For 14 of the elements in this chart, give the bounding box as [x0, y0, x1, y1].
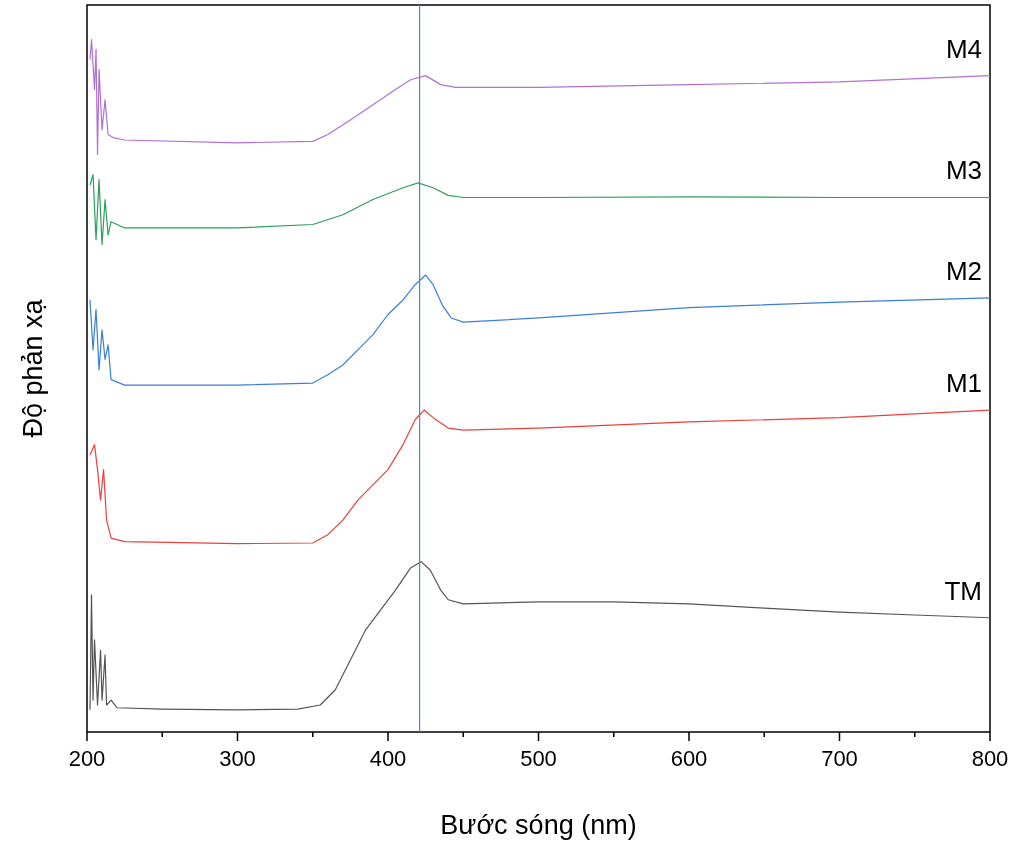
- x-tick-label: 600: [670, 746, 708, 771]
- x-axis-title: Bước sóng (nm): [440, 810, 637, 840]
- series-label: TM: [944, 575, 982, 606]
- series-label: M2: [945, 255, 982, 286]
- series-label: M3: [945, 155, 982, 186]
- series-label: M1: [945, 368, 982, 399]
- x-tick-label: 400: [369, 746, 407, 771]
- x-tick-label: 200: [68, 746, 106, 771]
- x-tick-label: 700: [821, 746, 858, 771]
- x-tick-label: 800: [971, 746, 1009, 771]
- x-tick-label: 300: [219, 746, 256, 771]
- x-tick-label: 500: [520, 746, 557, 771]
- y-axis-title: Độ phản xạ: [18, 298, 48, 438]
- series-label: M4: [945, 33, 982, 64]
